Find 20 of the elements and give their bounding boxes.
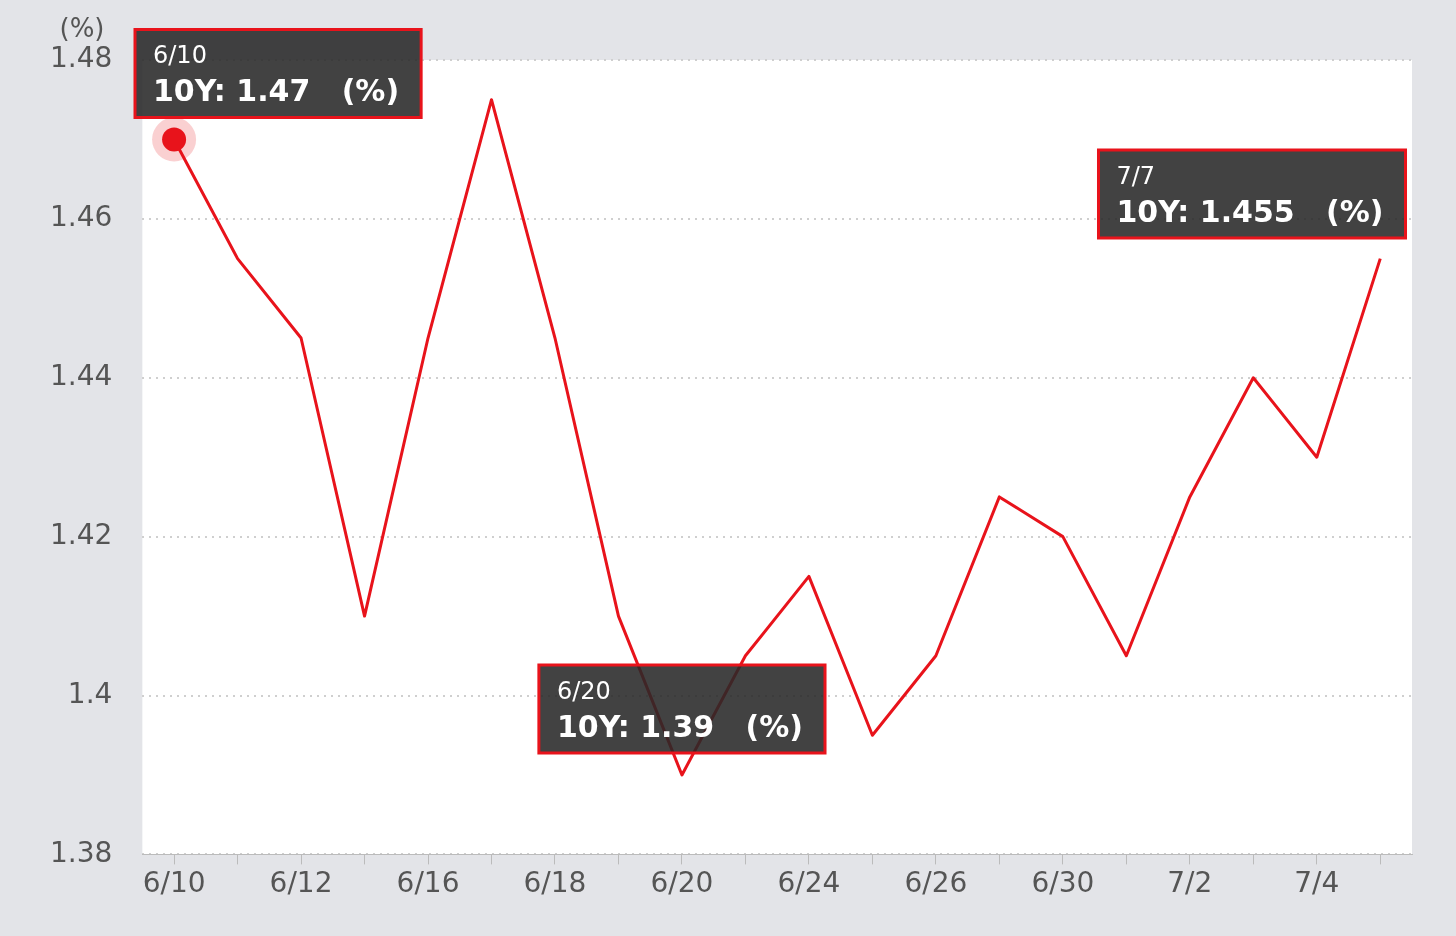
y-tick-label: 1.46 [50, 200, 113, 234]
y-tick-label: 1.48 [50, 41, 113, 75]
x-tick-label: 6/26 [904, 866, 968, 900]
x-tick-label: 7/4 [1294, 866, 1340, 900]
x-tick-label: 6/20 [650, 866, 714, 900]
annotation: 6/10 10Y: 1.47 (%) [153, 41, 400, 109]
y-tick-label: 1.42 [50, 517, 113, 551]
x-tick-label: 6/30 [1031, 866, 1095, 900]
y-tick-label: 1.38 [50, 835, 113, 869]
x-tick-label: 6/24 [777, 866, 841, 900]
y-tick-label: 1.44 [50, 359, 113, 393]
y-axis-title: (%) [59, 12, 105, 43]
x-tick-label: 6/10 [142, 866, 206, 900]
annotation: 7/7 10Y: 1.455 (%) [1116, 162, 1384, 229]
x-tick-label: 6/16 [396, 866, 460, 900]
annotation: 6/20 10Y: 1.39 (%) [556, 676, 804, 744]
x-tick-label: 6/18 [523, 866, 587, 900]
x-tick-label: 7/2 [1167, 866, 1213, 900]
y-tick-label: 1.4 [67, 676, 113, 710]
x-tick-label: 6/12 [269, 866, 333, 900]
